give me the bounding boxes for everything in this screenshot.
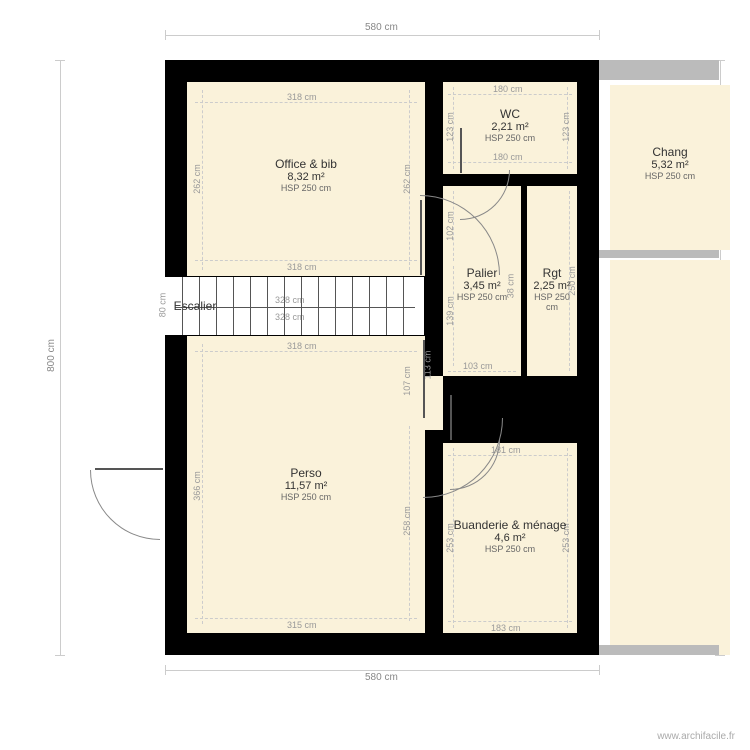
stair-step	[267, 277, 268, 335]
dim-tick	[55, 60, 65, 61]
door-leaf	[423, 340, 425, 418]
inner-dim: 107 cm	[402, 366, 412, 396]
stair-step	[369, 277, 370, 335]
room-wc-label: WC 2,21 m² HSP 250 cm	[443, 107, 577, 143]
ext-area	[599, 645, 719, 655]
inner-dim: 180 cm	[493, 84, 523, 94]
room-title: Escalier	[125, 299, 265, 313]
room-wc: 180 cm 180 cm 123 cm 123 cm WC 2,21 m² H…	[443, 82, 577, 174]
room-area: 2,25 m²	[527, 280, 577, 292]
dim-line	[448, 94, 572, 95]
door-leaf	[460, 128, 462, 173]
door-leaf	[450, 395, 452, 440]
ext-area	[599, 60, 719, 80]
dim-line-left	[60, 60, 61, 655]
inner-dim: 103 cm	[463, 361, 493, 371]
room-chang: Chang 5,32 m² HSP 250 cm	[610, 85, 730, 250]
inner-dim: 318 cm	[287, 341, 317, 351]
dim-bottom: 580 cm	[365, 672, 398, 683]
door-leaf	[420, 200, 422, 275]
room-area: 2,21 m²	[443, 121, 577, 133]
room-title: Perso	[187, 466, 425, 480]
ext-space	[610, 260, 730, 655]
inner-dim: 258 cm	[402, 506, 412, 536]
dim-top: 580 cm	[365, 22, 398, 33]
dim-tick	[55, 655, 65, 656]
dim-line-bottom	[165, 670, 599, 671]
dim-line	[195, 351, 417, 352]
room-area: 8,32 m²	[187, 171, 425, 183]
room-hsp: HSP 250 cm	[527, 292, 577, 312]
dim-left: 800 cm	[46, 339, 57, 372]
room-area: 4,6 m²	[443, 532, 577, 544]
watermark: www.archifacile.fr	[657, 731, 735, 742]
dim-tick	[715, 655, 725, 656]
stair-step	[216, 277, 217, 335]
room-hsp: HSP 250 cm	[443, 292, 521, 302]
room-hsp: HSP 250 cm	[443, 544, 577, 554]
room-rgt-label: Rgt 2,25 m² HSP 250 cm	[527, 266, 577, 312]
room-chang-label: Chang 5,32 m² HSP 250 cm	[610, 145, 730, 181]
room-escalier-label: Escalier	[125, 299, 265, 313]
dim-line	[195, 260, 417, 261]
dim-line-top	[165, 35, 599, 36]
dim-line	[448, 621, 572, 622]
stair-step	[199, 277, 200, 335]
room-hsp: HSP 250 cm	[443, 133, 577, 143]
dim-line	[195, 102, 417, 103]
room-perso: 318 cm 315 cm 366 cm 258 cm 107 cm Perso…	[187, 336, 425, 633]
stair-step	[284, 277, 285, 335]
stair-step	[250, 277, 251, 335]
stair-step	[335, 277, 336, 335]
inner-dim: 315 cm	[287, 620, 317, 630]
room-office: 318 cm 318 cm 262 cm 262 cm Office & bib…	[187, 82, 425, 276]
dim-line	[448, 371, 516, 372]
inner-dim: 180 cm	[493, 152, 523, 162]
room-office-label: Office & bib 8,32 m² HSP 250 cm	[187, 157, 425, 193]
inner-dim: 183 cm	[491, 623, 521, 633]
room-hsp: HSP 250 cm	[187, 492, 425, 502]
stairs: 328 cm 328 cm Escalier	[165, 276, 425, 336]
dim-tick	[165, 665, 166, 675]
stair-step	[386, 277, 387, 335]
ext-area	[599, 250, 719, 258]
dim-line	[448, 162, 572, 163]
stair-step	[318, 277, 319, 335]
room-area: 11,57 m²	[187, 480, 425, 492]
room-title: Rgt	[527, 266, 577, 280]
wall	[500, 430, 577, 443]
stair-step	[301, 277, 302, 335]
floor-plan: Chang 5,32 m² HSP 250 cm 318 cm 318 cm 2…	[165, 60, 599, 655]
room-title: Office & bib	[187, 157, 425, 171]
room-title: Buanderie & ménage	[443, 518, 577, 532]
dim-tick	[599, 665, 600, 675]
inner-dim: 318 cm	[287, 262, 317, 272]
room-hsp: HSP 250 cm	[187, 183, 425, 193]
inner-dim: 318 cm	[287, 92, 317, 102]
room-area: 5,32 m²	[610, 159, 730, 171]
dim-tick	[599, 30, 600, 40]
stair-step	[352, 277, 353, 335]
room-title: Chang	[610, 145, 730, 159]
room-rgt: 250 cm Rgt 2,25 m² HSP 250 cm	[527, 186, 577, 376]
room-area: 3,45 m²	[443, 280, 521, 292]
room-perso-label: Perso 11,57 m² HSP 250 cm	[187, 466, 425, 502]
dim-tick	[165, 30, 166, 40]
dim-line	[195, 618, 417, 619]
wall	[443, 376, 577, 388]
inner-dim: 80 cm	[157, 293, 167, 318]
stair-step	[182, 277, 183, 335]
stair-step	[233, 277, 234, 335]
room-hsp: HSP 250 cm	[610, 171, 730, 181]
stair-step	[403, 277, 404, 335]
ext-door-leaf	[95, 468, 163, 470]
room-buanderie-label: Buanderie & ménage 4,6 m² HSP 250 cm	[443, 518, 577, 554]
room-title: WC	[443, 107, 577, 121]
